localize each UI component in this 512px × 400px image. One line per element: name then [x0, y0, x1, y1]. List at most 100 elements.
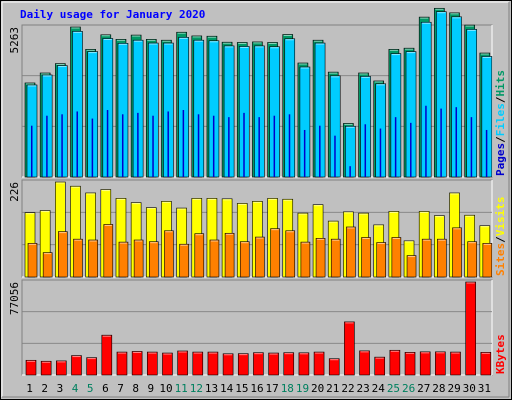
bar-sites-face [164, 230, 174, 278]
bar-kbytes-face [192, 351, 204, 376]
bar-pages [258, 117, 260, 177]
x-tick-label: 24 [372, 382, 386, 395]
bar-kbytes [435, 351, 446, 376]
bar-kbytes [162, 352, 173, 376]
bar-kbytes-face [146, 351, 158, 376]
bar-sites-face [239, 241, 250, 278]
bar-sites [27, 243, 38, 278]
legend: Pages/Files/Hits [494, 70, 507, 176]
x-tick-label: 15 [235, 382, 248, 395]
bar-sites-face [58, 231, 68, 278]
bar-sites [148, 241, 159, 278]
x-tick-label: 13 [205, 382, 218, 395]
bar-sites-face [270, 228, 280, 278]
bar-kbytes [25, 359, 37, 376]
bar-kbytes [116, 351, 128, 376]
bar-pages [152, 115, 154, 177]
x-tick-label: 28 [432, 382, 445, 395]
bar-sites-face [73, 238, 83, 278]
bar-sites [133, 239, 144, 278]
bar-sites [300, 241, 311, 278]
bar-sites [467, 241, 477, 278]
bar-sites [103, 224, 114, 278]
bar-sites [73, 238, 83, 278]
bar-kbytes-face [237, 353, 249, 376]
bar-pages [106, 110, 109, 177]
x-tick-label: 10 [159, 382, 172, 395]
legend-item: KBytes [494, 334, 507, 374]
bar-sites [330, 238, 341, 278]
bar-kbytes-face [419, 351, 431, 376]
bar-sites-face [88, 239, 98, 278]
bar-sites-face [118, 241, 129, 278]
bar-pages [137, 112, 139, 177]
bar-kbytes [71, 355, 82, 376]
bar-pages [243, 112, 245, 177]
bar-sites-face [376, 242, 387, 278]
x-tick-label: 23 [357, 382, 370, 395]
bar-kbytes [480, 352, 492, 376]
bar-pages [212, 115, 215, 177]
bar-sites-face [391, 237, 402, 278]
bar-sites [482, 243, 493, 278]
bar-sites [437, 238, 447, 278]
bar-sites [270, 228, 280, 278]
bar-pages [349, 166, 351, 177]
bar-sites-face [179, 243, 189, 278]
bar-kbytes [177, 350, 188, 376]
bar-sites [58, 231, 68, 278]
bar-sites-face [467, 241, 477, 278]
bar-kbytes-face [268, 352, 279, 376]
legend-item: Visits [494, 197, 507, 237]
bar-sites [239, 241, 250, 278]
bar-sites [406, 255, 417, 278]
bar-sites [88, 239, 98, 278]
x-tick-label: 8 [132, 382, 139, 395]
bar-sites [285, 230, 296, 278]
bar-sites [179, 243, 189, 278]
x-tick-label: 17 [266, 382, 279, 395]
x-tick-label: 4 [72, 382, 79, 395]
bar-kbytes-face [101, 334, 113, 376]
legend-item: Sites [494, 243, 507, 276]
bar-pages [485, 129, 488, 177]
legend: KBytes [494, 334, 507, 374]
panel-kbytes: 77056 KBytes [8, 279, 507, 376]
y-max-label: 77056 [8, 282, 21, 315]
bar-sites-face [482, 243, 493, 278]
bar-sites-face [346, 226, 356, 278]
bar-kbytes-face [328, 358, 340, 376]
bar-kbytes-face [313, 351, 325, 376]
bar-pages [228, 117, 230, 177]
x-tick-label: 27 [417, 382, 430, 395]
bar-kbytes [404, 352, 416, 376]
x-tick-label: 19 [296, 382, 309, 395]
x-tick-label: 21 [326, 382, 339, 395]
bar-pages [273, 115, 276, 177]
bar-kbytes [86, 357, 97, 376]
bar-sites-face [133, 239, 144, 278]
bar-sites-face [406, 255, 417, 278]
bar-kbytes-face [298, 352, 310, 376]
bar-kbytes-face [465, 281, 476, 376]
bar-sites-face [194, 233, 205, 278]
bar-sites-face [42, 252, 53, 278]
bar-kbytes-face [389, 349, 401, 376]
bar-sites-face [224, 232, 235, 278]
bar-kbytes-face [131, 351, 143, 376]
bar-kbytes-face [56, 360, 67, 376]
x-tick-label: 31 [478, 382, 491, 395]
bar-sites-face [330, 238, 341, 278]
bar-sites [164, 230, 174, 278]
bar-pages [91, 118, 94, 177]
x-tick-label: 14 [220, 382, 234, 395]
bar-pages [319, 125, 321, 177]
bar-sites-face [315, 238, 326, 278]
bar-kbytes-face [86, 357, 97, 376]
bar-sites-face [421, 238, 432, 278]
x-tick-label: 2 [41, 382, 48, 395]
bar-sites [376, 242, 387, 278]
legend-item: / [494, 96, 507, 103]
bar-sites [255, 236, 265, 278]
x-tick-label: 22 [341, 382, 354, 395]
